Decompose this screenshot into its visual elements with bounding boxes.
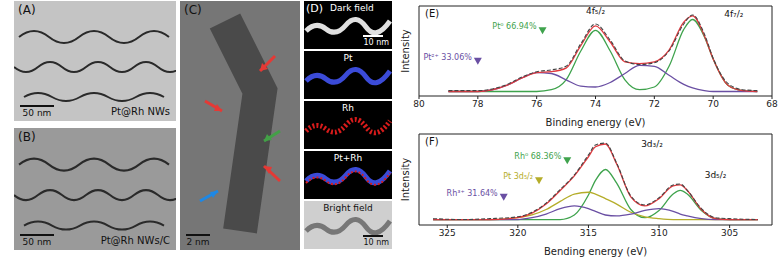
html-text:Pt@Rh NWs/C: Pt@Rh NWs/C xyxy=(100,235,170,246)
html-text:(A): (A) xyxy=(18,3,36,17)
html-text:(B): (B) xyxy=(18,130,36,144)
html-text:Bright field: Bright field xyxy=(323,203,373,213)
svg-text:78: 78 xyxy=(472,99,484,109)
svg-text:Binding energy (eV): Binding energy (eV) xyxy=(546,117,646,128)
svg-text:Pt⁰ 66.94%: Pt⁰ 66.94% xyxy=(492,22,537,31)
html-text:(E): (E) xyxy=(425,8,440,19)
svg-text:74: 74 xyxy=(590,99,602,109)
svg-text:310: 310 xyxy=(650,228,667,238)
html-text:(C): (C) xyxy=(184,3,202,17)
html-text:10 nm: 10 nm xyxy=(363,38,389,47)
svg-text:Intensity: Intensity xyxy=(400,29,411,73)
html-text:50 nm: 50 nm xyxy=(22,237,52,247)
svg-text:325: 325 xyxy=(439,228,456,238)
html-text:50 nm: 50 nm xyxy=(22,108,52,118)
svg-text:315: 315 xyxy=(580,228,597,238)
svg-text:80: 80 xyxy=(413,99,425,109)
svg-text:3d₃/₂: 3d₃/₂ xyxy=(641,139,663,149)
svg-text:4f₅/₂: 4f₅/₂ xyxy=(586,6,606,16)
html-text:2 nm: 2 nm xyxy=(186,237,210,247)
svg-text:Pt²⁺ 33.06%: Pt²⁺ 33.06% xyxy=(423,53,472,62)
html-text:Pt: Pt xyxy=(343,53,353,63)
svg-text:Bending energy (eV): Bending energy (eV) xyxy=(544,246,647,257)
svg-text:72: 72 xyxy=(649,99,660,109)
html-text:Pt+Rh: Pt+Rh xyxy=(333,153,363,163)
html-text:Dark field: Dark field xyxy=(330,3,374,13)
svg-text:Pt 3d₅/₂: Pt 3d₅/₂ xyxy=(503,172,533,181)
svg-text:76: 76 xyxy=(531,99,543,109)
svg-text:68: 68 xyxy=(766,99,778,109)
html-text:Pt@Rh NWs: Pt@Rh NWs xyxy=(111,106,170,117)
svg-text:305: 305 xyxy=(721,228,738,238)
svg-text:Rh³⁺ 31.64%: Rh³⁺ 31.64% xyxy=(447,189,499,198)
svg-text:4f₇/₂: 4f₇/₂ xyxy=(724,9,744,19)
html-text:Rh: Rh xyxy=(342,103,354,113)
svg-text:3d₅/₂: 3d₅/₂ xyxy=(705,170,727,180)
svg-text:Rh⁰ 68.36%: Rh⁰ 68.36% xyxy=(514,152,561,161)
html-text:(D): (D) xyxy=(306,2,324,15)
svg-text:320: 320 xyxy=(509,228,526,238)
svg-text:70: 70 xyxy=(707,99,719,109)
html-text:10 nm: 10 nm xyxy=(363,238,389,247)
html-text:(F): (F) xyxy=(425,136,439,147)
svg-text:Intensity: Intensity xyxy=(400,158,411,202)
